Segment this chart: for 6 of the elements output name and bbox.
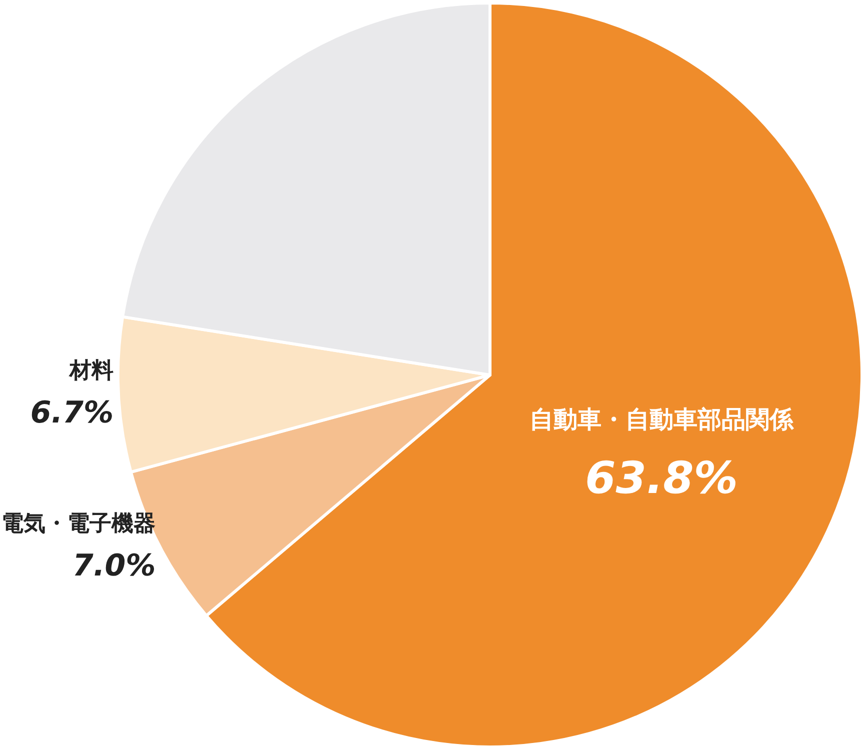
slice-label: 電気・電子機器 [2,512,156,537]
slice-label: 材料 [68,358,114,384]
slice-label: 自動車・自動車部品関係 [530,405,795,434]
data-label: 63.8% [585,452,738,504]
data-label: 7.0% [72,548,156,584]
data-label: 6.7% [30,395,114,430]
